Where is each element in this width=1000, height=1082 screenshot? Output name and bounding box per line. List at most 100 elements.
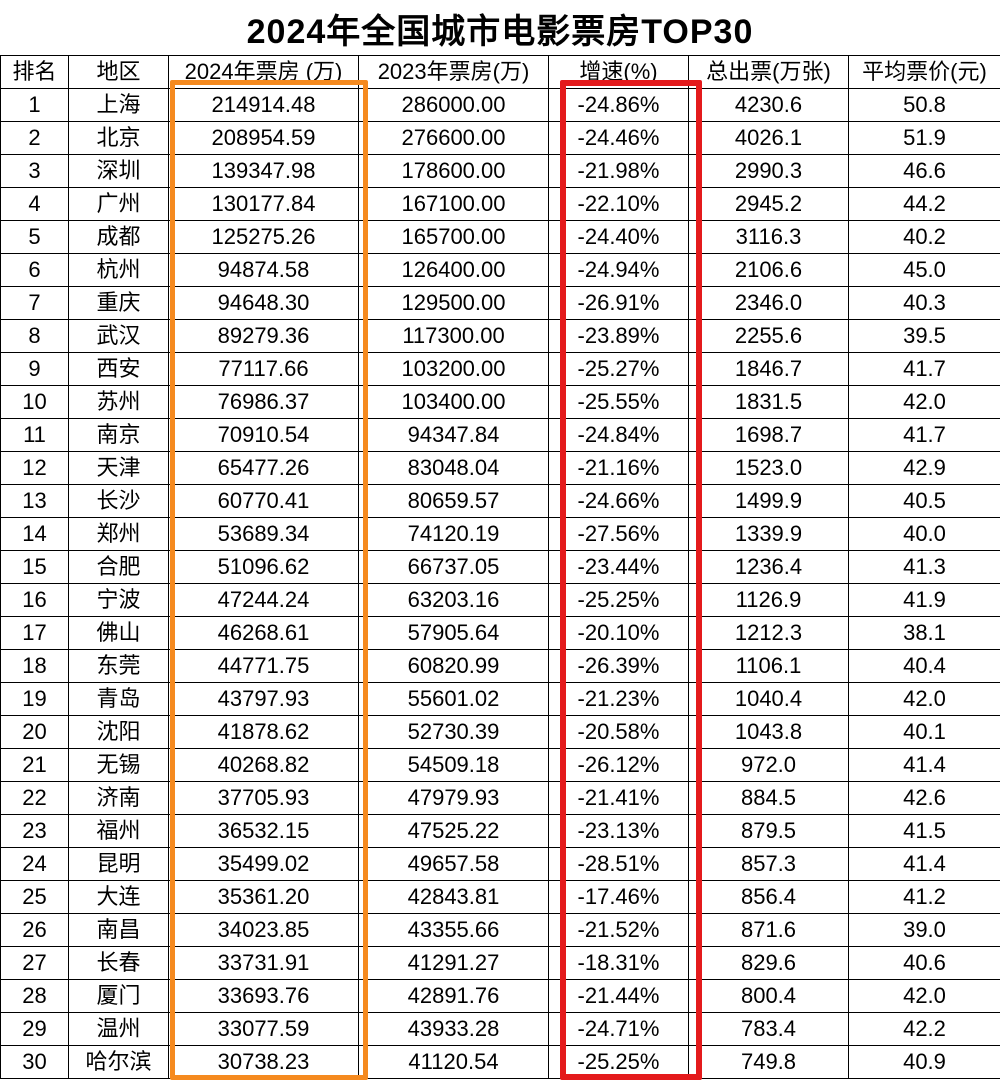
cell-tix: 1043.8 [689,716,849,749]
cell-tix: 2990.3 [689,155,849,188]
cell-b24: 125275.26 [169,221,359,254]
cell-tix: 1831.5 [689,386,849,419]
cell-city: 福州 [69,815,169,848]
cell-price: 42.0 [849,683,1000,716]
table-row: 6杭州94874.58126400.00-24.94%2106.645.0 [1,254,1000,287]
cell-b23: 129500.00 [359,287,549,320]
cell-b23: 63203.16 [359,584,549,617]
cell-tix: 1499.9 [689,485,849,518]
cell-rank: 28 [1,980,69,1013]
cell-b23: 60820.99 [359,650,549,683]
cell-rank: 9 [1,353,69,386]
cell-rate: -23.44% [549,551,689,584]
cell-rank: 22 [1,782,69,815]
cell-rank: 27 [1,947,69,980]
cell-rate: -20.10% [549,617,689,650]
cell-rate: -17.46% [549,881,689,914]
cell-b24: 36532.15 [169,815,359,848]
table-row: 17佛山46268.6157905.64-20.10%1212.338.1 [1,617,1000,650]
page-title: 2024年全国城市电影票房TOP30 [0,0,1000,55]
cell-b24: 35499.02 [169,848,359,881]
cell-rate: -23.13% [549,815,689,848]
cell-city: 青岛 [69,683,169,716]
cell-price: 40.1 [849,716,1000,749]
table-row: 8武汉89279.36117300.00-23.89%2255.639.5 [1,320,1000,353]
cell-price: 42.2 [849,1013,1000,1046]
table-row: 1上海214914.48286000.00-24.86%4230.650.8 [1,89,1000,122]
table-row: 30哈尔滨30738.2341120.54-25.25%749.840.9 [1,1046,1000,1079]
cell-tix: 884.5 [689,782,849,815]
cell-tix: 783.4 [689,1013,849,1046]
cell-b23: 41291.27 [359,947,549,980]
cell-rank: 17 [1,617,69,650]
cell-tix: 857.3 [689,848,849,881]
cell-rate: -25.55% [549,386,689,419]
cell-b24: 65477.26 [169,452,359,485]
cell-rate: -25.25% [549,1046,689,1079]
cell-price: 40.6 [849,947,1000,980]
cell-rank: 26 [1,914,69,947]
table-row: 29温州33077.5943933.28-24.71%783.442.2 [1,1013,1000,1046]
cell-city: 无锡 [69,749,169,782]
cell-rank: 24 [1,848,69,881]
cell-city: 杭州 [69,254,169,287]
table-row: 27长春33731.9141291.27-18.31%829.640.6 [1,947,1000,980]
cell-price: 41.2 [849,881,1000,914]
page-wrap: { "title": "2024年全国城市电影票房TOP30", "column… [0,0,1000,1079]
cell-tix: 2346.0 [689,287,849,320]
cell-rank: 16 [1,584,69,617]
table-row: 2北京208954.59276600.00-24.46%4026.151.9 [1,122,1000,155]
cell-city: 佛山 [69,617,169,650]
cell-rate: -20.58% [549,716,689,749]
cell-price: 40.3 [849,287,1000,320]
table-row: 26南昌34023.8543355.66-21.52%871.639.0 [1,914,1000,947]
cell-city: 大连 [69,881,169,914]
col-price: 平均票价(元) [849,56,1000,89]
cell-tix: 2106.6 [689,254,849,287]
cell-b24: 53689.34 [169,518,359,551]
cell-rank: 4 [1,188,69,221]
cell-rank: 15 [1,551,69,584]
cell-city: 苏州 [69,386,169,419]
cell-city: 南昌 [69,914,169,947]
cell-rate: -18.31% [549,947,689,980]
cell-tix: 1212.3 [689,617,849,650]
table-header-row: 排名 地区 2024年票房 (万) 2023年票房(万) 增速(%) 总出票(万… [1,56,1000,89]
cell-price: 42.9 [849,452,1000,485]
cell-b24: 33693.76 [169,980,359,1013]
cell-rate: -24.66% [549,485,689,518]
cell-b23: 117300.00 [359,320,549,353]
cell-tix: 1698.7 [689,419,849,452]
cell-b23: 55601.02 [359,683,549,716]
cell-b24: 46268.61 [169,617,359,650]
table-row: 11南京70910.5494347.84-24.84%1698.741.7 [1,419,1000,452]
cell-rate: -26.39% [549,650,689,683]
cell-b23: 49657.58 [359,848,549,881]
cell-b24: 76986.37 [169,386,359,419]
table-row: 25大连35361.2042843.81-17.46%856.441.2 [1,881,1000,914]
cell-city: 南京 [69,419,169,452]
table-row: 24昆明35499.0249657.58-28.51%857.341.4 [1,848,1000,881]
cell-b24: 77117.66 [169,353,359,386]
cell-rate: -24.84% [549,419,689,452]
cell-city: 广州 [69,188,169,221]
cell-b24: 130177.84 [169,188,359,221]
cell-b24: 94648.30 [169,287,359,320]
cell-rate: -21.44% [549,980,689,1013]
cell-b24: 40268.82 [169,749,359,782]
cell-b23: 52730.39 [359,716,549,749]
cell-rate: -28.51% [549,848,689,881]
table-row: 7重庆94648.30129500.00-26.91%2346.040.3 [1,287,1000,320]
cell-price: 41.9 [849,584,1000,617]
cell-tix: 4026.1 [689,122,849,155]
table-row: 15合肥51096.6266737.05-23.44%1236.441.3 [1,551,1000,584]
cell-city: 郑州 [69,518,169,551]
cell-tix: 4230.6 [689,89,849,122]
cell-city: 哈尔滨 [69,1046,169,1079]
cell-rank: 23 [1,815,69,848]
cell-rank: 10 [1,386,69,419]
cell-city: 深圳 [69,155,169,188]
cell-city: 合肥 [69,551,169,584]
cell-b23: 167100.00 [359,188,549,221]
col-2023: 2023年票房(万) [359,56,549,89]
